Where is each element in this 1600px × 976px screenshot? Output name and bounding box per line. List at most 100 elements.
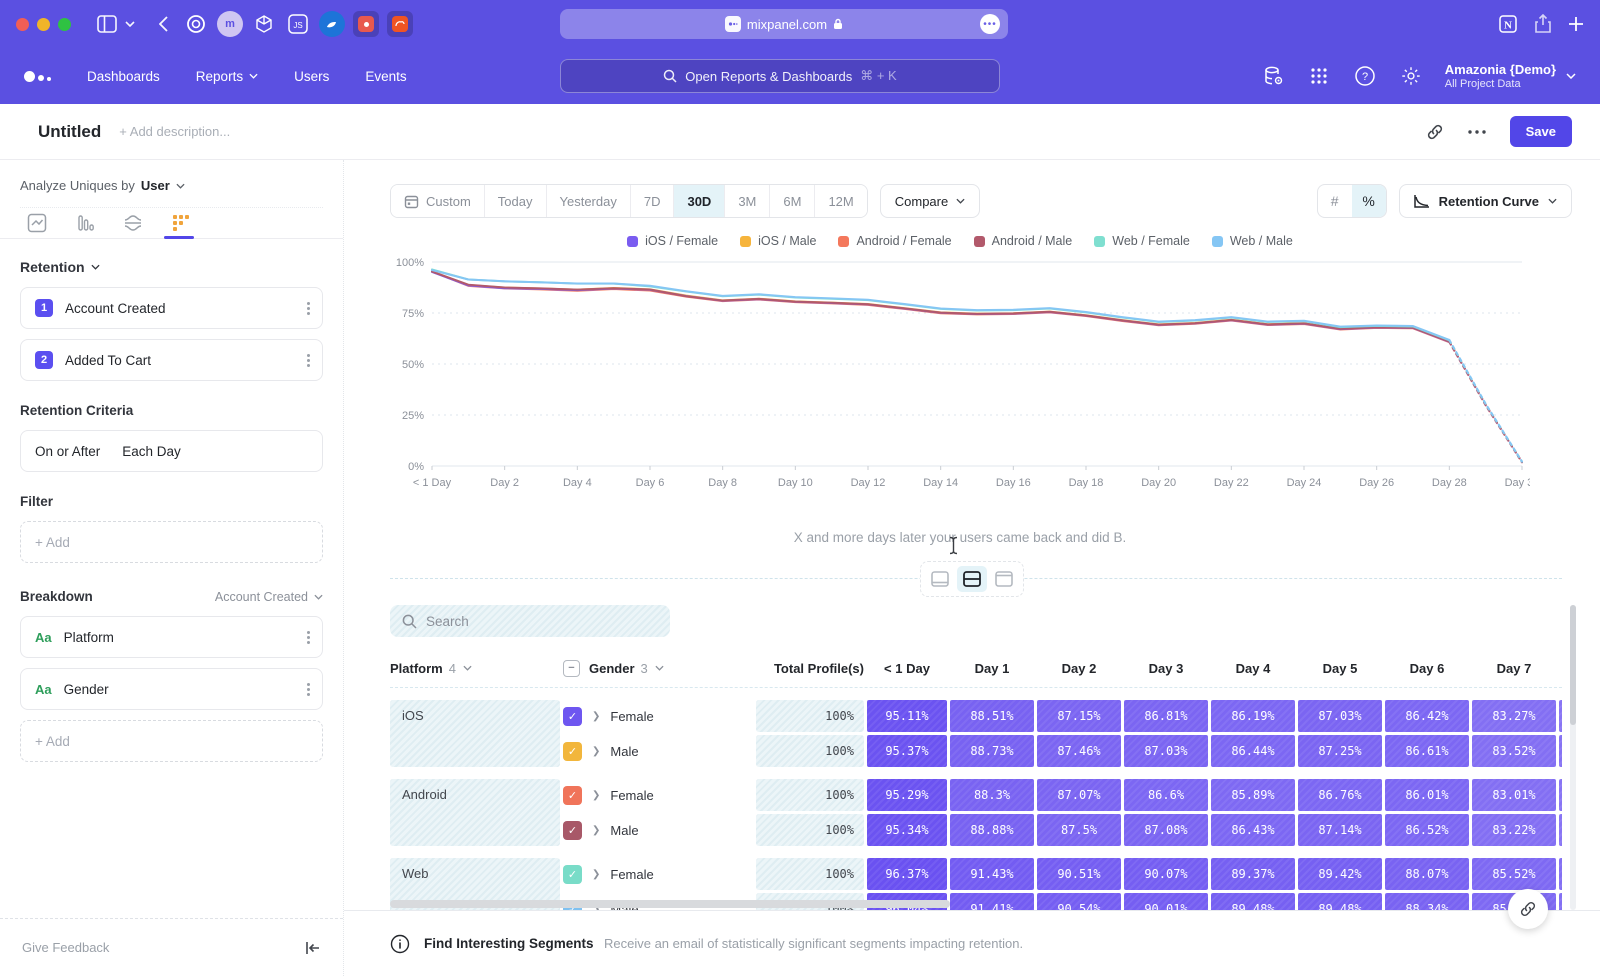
retention-section-header[interactable]: Retention xyxy=(20,259,323,275)
retention-value-cell[interactable]: 86.61% xyxy=(1385,735,1469,767)
gender-cell[interactable]: ✓❯Male xyxy=(563,735,753,767)
retention-value-cell[interactable]: 90.07% xyxy=(1124,858,1208,890)
retention-value-cell[interactable]: 95.29% xyxy=(867,779,947,811)
table-search-input[interactable]: Search xyxy=(390,605,670,637)
gender-cell[interactable]: ✓ ❯ Female xyxy=(563,779,753,811)
retention-value-cell[interactable]: 86.52% xyxy=(1385,814,1469,846)
vertical-scrollbar[interactable] xyxy=(1570,605,1576,910)
legend-item[interactable]: iOS / Male xyxy=(740,234,816,248)
legend-item[interactable]: Android / Female xyxy=(838,234,952,248)
expand-row-chevron[interactable]: ❯ xyxy=(592,868,601,880)
retention-value-cell[interactable]: 89.48% xyxy=(1211,893,1295,910)
settings-gear-icon[interactable] xyxy=(1399,64,1423,88)
minimize-window-button[interactable] xyxy=(37,17,50,31)
retention-value-cell[interactable]: 83.27% xyxy=(1472,700,1556,732)
nav-events[interactable]: Events xyxy=(365,68,407,84)
address-bar[interactable]: mixpanel.com ••• xyxy=(560,9,1008,39)
add-filter-button[interactable]: + Add xyxy=(20,521,323,563)
global-search-button[interactable]: Open Reports & Dashboards ⌘ + K xyxy=(560,59,1000,93)
tab-flows[interactable] xyxy=(122,215,144,238)
retention-value-cell[interactable]: 87.15% xyxy=(1037,700,1121,732)
project-switcher[interactable]: Amazonia {Demo} All Project Data xyxy=(1445,62,1576,90)
gender-cell[interactable]: ✓❯Male xyxy=(563,814,753,846)
expand-row-chevron[interactable]: ❯ xyxy=(592,789,601,801)
series-checkbox[interactable]: ✓ xyxy=(563,785,582,805)
tab-insights[interactable] xyxy=(26,213,48,238)
horizontal-scrollbar[interactable] xyxy=(390,900,950,908)
range-yesterday[interactable]: Yesterday xyxy=(546,185,631,217)
breakdown-card-gender[interactable]: Aa Gender xyxy=(20,668,323,710)
expand-row-chevron[interactable]: ❯ xyxy=(592,745,601,757)
retention-value-cell[interactable]: 90.01% xyxy=(1124,893,1208,910)
chevron-down-icon[interactable] xyxy=(121,10,139,38)
save-button[interactable]: Save xyxy=(1509,116,1572,147)
gender-cell[interactable]: ✓ ❯ Female xyxy=(563,858,753,890)
js-extension-icon[interactable]: JS xyxy=(285,11,311,37)
retention-line-chart[interactable]: 0% 25% 50% 75% 100% < 1 Day Day 2 Day 4 Day 6 Day… xyxy=(390,252,1530,520)
range-6m[interactable]: 6M xyxy=(770,185,816,217)
retention-value-cell[interactable]: 89.48% xyxy=(1298,893,1382,910)
retention-value-cell[interactable]: 85.89% xyxy=(1211,779,1295,811)
retention-value-cell[interactable]: 83.21% xyxy=(1559,858,1562,890)
legend-item[interactable]: Web / Female xyxy=(1094,234,1190,248)
percent-toggle[interactable]: % xyxy=(1351,185,1386,217)
platform-column-header[interactable]: Platform 4 xyxy=(390,651,560,685)
m-avatar-extension-icon[interactable]: m xyxy=(217,11,243,37)
range-custom[interactable]: Custom xyxy=(391,185,485,217)
retention-value-cell[interactable]: 88.73% xyxy=(950,735,1034,767)
retention-value-cell[interactable]: 87.08% xyxy=(1124,814,1208,846)
add-description-button[interactable]: + Add description... xyxy=(119,124,231,139)
report-title[interactable]: Untitled xyxy=(38,121,102,141)
retention-value-cell[interactable]: 88.51% xyxy=(950,700,1034,732)
retention-value-cell[interactable]: 89.42% xyxy=(1298,858,1382,890)
retention-value-cell[interactable]: 86.76% xyxy=(1298,779,1382,811)
retention-value-cell[interactable]: 86.01% xyxy=(1385,779,1469,811)
target-extension-icon[interactable] xyxy=(183,11,209,37)
expand-row-chevron[interactable]: ❯ xyxy=(592,824,601,836)
retention-value-cell[interactable]: 88.3% xyxy=(950,779,1034,811)
retention-value-cell[interactable]: 87.03% xyxy=(1124,735,1208,767)
retention-value-cell[interactable]: 86.43% xyxy=(1211,814,1295,846)
retention-value-cell[interactable]: 86.42% xyxy=(1385,700,1469,732)
notion-app-icon[interactable]: N xyxy=(1498,14,1518,34)
breakdown-options-kebab[interactable] xyxy=(307,630,310,644)
range-30d[interactable]: 30D xyxy=(674,185,726,217)
nav-reports[interactable]: Reports xyxy=(196,69,258,84)
breakdown-options-kebab[interactable] xyxy=(307,682,310,696)
retention-value-cell[interactable]: 85.52% xyxy=(1472,858,1556,890)
cloud-extension-icon[interactable] xyxy=(387,11,413,37)
layout-chart-focus-button[interactable] xyxy=(925,566,955,592)
data-management-icon[interactable] xyxy=(1261,64,1285,88)
retention-value-cell[interactable]: 95.34% xyxy=(867,814,947,846)
retention-value-cell[interactable]: 87.07% xyxy=(1037,779,1121,811)
series-checkbox[interactable]: ✓ xyxy=(563,741,582,761)
retention-value-cell[interactable]: 87.46% xyxy=(1037,735,1121,767)
expand-row-chevron[interactable]: ❯ xyxy=(592,710,601,722)
breakdown-card-platform[interactable]: Aa Platform xyxy=(20,616,323,658)
nav-dashboards[interactable]: Dashboards xyxy=(87,68,160,84)
retention-value-cell[interactable]: 87.25% xyxy=(1298,735,1382,767)
retention-value-cell[interactable]: 81.08% xyxy=(1559,814,1562,846)
legend-item[interactable]: Android / Male xyxy=(973,234,1072,248)
gender-cell[interactable]: ✓ ❯ Female xyxy=(563,700,753,732)
close-window-button[interactable] xyxy=(16,17,29,31)
range-7d[interactable]: 7D xyxy=(630,185,675,217)
step-options-kebab[interactable] xyxy=(307,353,310,367)
retention-value-cell[interactable]: 87.14% xyxy=(1298,814,1382,846)
legend-item[interactable]: iOS / Female xyxy=(627,234,718,248)
retention-value-cell[interactable]: 88.34% xyxy=(1385,893,1469,910)
retention-value-cell[interactable]: 90.54% xyxy=(1037,893,1121,910)
new-tab-icon[interactable] xyxy=(1568,16,1584,32)
maximize-window-button[interactable] xyxy=(58,17,71,31)
tab-funnels[interactable] xyxy=(74,215,96,238)
legend-item[interactable]: Web / Male xyxy=(1211,234,1293,248)
step-options-kebab[interactable] xyxy=(307,301,310,315)
copy-link-button[interactable] xyxy=(1426,123,1444,141)
series-checkbox[interactable]: ✓ xyxy=(563,706,582,726)
compare-button[interactable]: Compare xyxy=(879,184,981,218)
find-segments-title[interactable]: Find Interesting Segments xyxy=(424,935,594,951)
retention-value-cell[interactable]: 88.07% xyxy=(1385,858,1469,890)
range-today[interactable]: Today xyxy=(484,185,547,217)
mixpanel-logo[interactable] xyxy=(24,70,51,82)
retention-value-cell[interactable]: 88.88% xyxy=(950,814,1034,846)
